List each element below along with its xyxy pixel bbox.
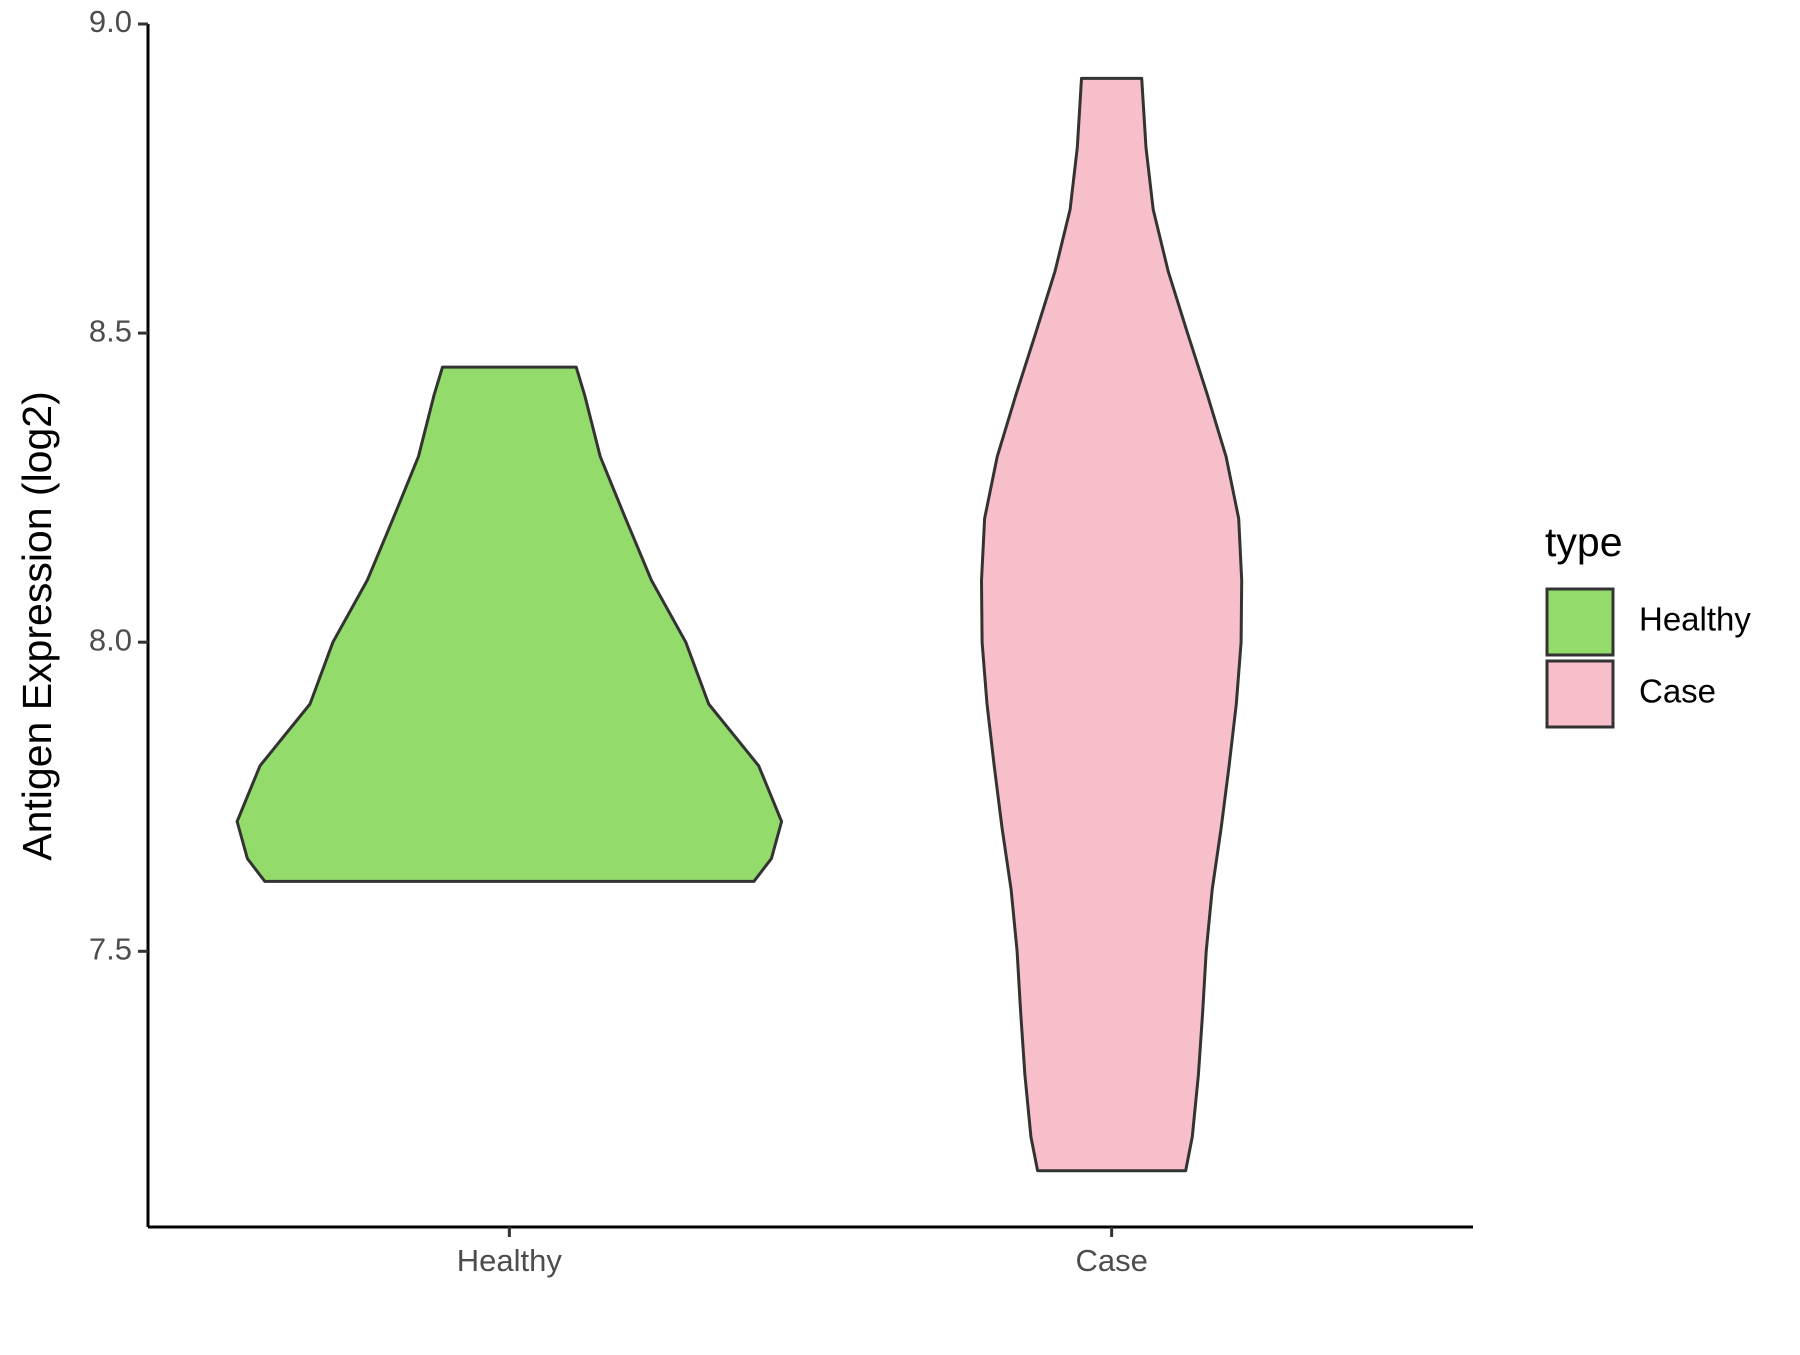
legend-label: Healthy bbox=[1639, 601, 1751, 638]
legend-key bbox=[1545, 587, 1615, 657]
legend-key bbox=[1545, 659, 1615, 729]
x-tick-label: Case bbox=[1075, 1243, 1147, 1278]
y-tick-label: 7.5 bbox=[89, 931, 132, 966]
violin bbox=[980, 76, 1244, 1173]
x-tick-label: Healthy bbox=[457, 1243, 563, 1278]
violin bbox=[235, 365, 784, 883]
legend-label: Case bbox=[1639, 673, 1716, 710]
legend-title: type bbox=[1545, 519, 1623, 565]
y-tick-label: 8.5 bbox=[89, 313, 132, 348]
y-tick-label: 8.0 bbox=[89, 622, 132, 657]
y-tick-label: 9.0 bbox=[89, 4, 132, 39]
y-axis-title: Antigen Expression (log2) bbox=[14, 391, 60, 860]
